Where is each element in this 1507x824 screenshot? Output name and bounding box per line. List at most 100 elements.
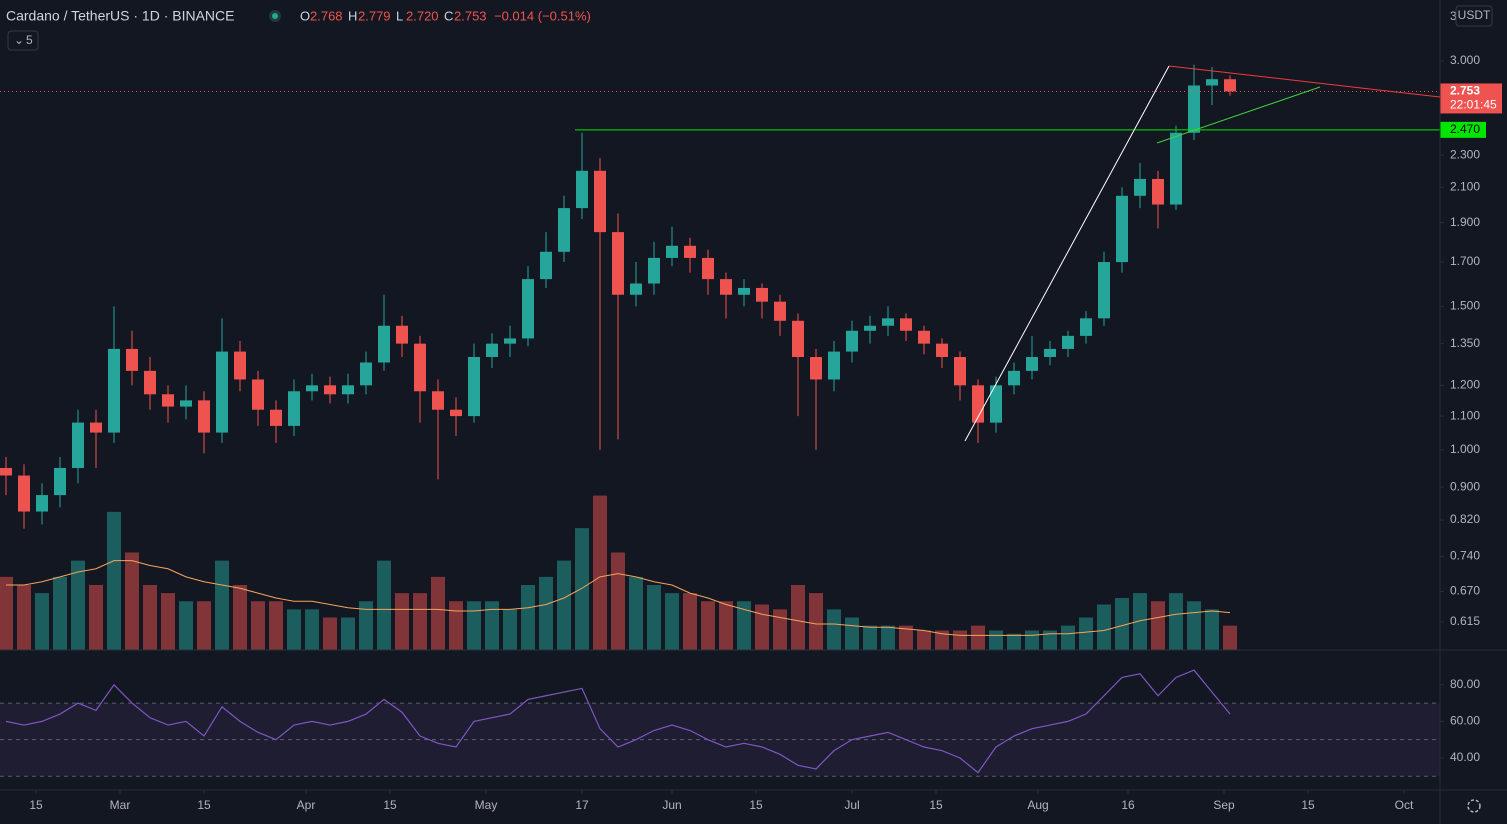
ohlc-label: O <box>300 8 310 23</box>
candle-body <box>540 251 552 280</box>
y-tick-label: 1.900 <box>1450 215 1480 229</box>
x-tick-label: May <box>475 798 498 812</box>
candle-body <box>54 467 66 496</box>
candle-body <box>684 245 696 258</box>
candle-body <box>954 356 966 386</box>
candle-body <box>1188 85 1200 133</box>
candle-body <box>18 475 30 512</box>
volume-bar <box>881 625 895 650</box>
candle-body <box>360 362 372 386</box>
volume-bar <box>161 593 175 650</box>
volume-bar <box>1079 617 1093 650</box>
ohlc-value: 2.768 <box>310 8 343 23</box>
volume-bar <box>809 593 823 650</box>
candle-body <box>288 391 300 426</box>
candle-body <box>522 279 534 339</box>
price-badge <box>1440 83 1502 114</box>
volume-bar <box>575 528 589 650</box>
volume-bar <box>1223 625 1237 650</box>
candle-body <box>90 422 102 433</box>
rsi-tick-label: 40.00 <box>1450 750 1480 764</box>
volume-bar <box>629 576 643 650</box>
y-tick-label: 2.300 <box>1450 147 1480 161</box>
volume-bar <box>791 585 805 650</box>
volume-bar <box>125 552 139 650</box>
volume-bar <box>863 625 877 650</box>
candle-body <box>756 287 768 302</box>
candle-body <box>792 320 804 357</box>
y-tick-label: 2.100 <box>1450 179 1480 193</box>
volume-bar <box>1061 625 1075 650</box>
x-tick-label: 15 <box>29 798 43 812</box>
ohlc-value: 2.720 <box>406 8 439 23</box>
currency-button[interactable] <box>1455 5 1493 27</box>
volume-bar <box>935 630 949 650</box>
x-tick-label: Mar <box>110 798 131 812</box>
candle-body <box>1008 370 1020 386</box>
volume-bar <box>719 601 733 650</box>
settings-icon[interactable] <box>1467 799 1481 813</box>
y-tick-label: 1.500 <box>1450 299 1480 313</box>
volume-bar <box>377 560 391 650</box>
volume-bar <box>989 630 1003 650</box>
ohlc-label: H <box>348 8 357 23</box>
volume-bar <box>539 576 553 650</box>
volume-bar <box>449 601 463 650</box>
candle-body <box>234 351 246 380</box>
candle-body <box>468 356 480 417</box>
y-tick-label: 1.700 <box>1450 254 1480 268</box>
volume-bar <box>35 593 49 650</box>
candle-body <box>1098 262 1110 319</box>
volume-bar <box>1187 601 1201 650</box>
volume-bar <box>953 630 967 650</box>
volume-bar <box>1133 593 1147 650</box>
trend-line <box>964 65 1170 442</box>
y-tick-label: 3.000 <box>1450 53 1480 67</box>
volume-bar <box>593 495 607 650</box>
x-tick-label: Apr <box>297 798 316 812</box>
volume-bar <box>197 601 211 650</box>
ohlc-label: L <box>396 8 403 23</box>
y-tick-label: 1.100 <box>1450 408 1480 422</box>
candle-body <box>702 257 714 280</box>
volume-bar <box>17 585 31 650</box>
level-badge <box>1440 121 1486 138</box>
status-dot <box>272 13 278 19</box>
x-tick-label: 15 <box>1301 798 1315 812</box>
volume-bar <box>755 604 769 650</box>
volume-bar <box>53 576 67 650</box>
ohlc-label: C <box>444 8 453 23</box>
x-tick-label: 15 <box>749 798 763 812</box>
candle-body <box>396 325 408 344</box>
x-tick-label: Sep <box>1213 798 1235 812</box>
candle-body <box>810 356 822 380</box>
candle-body <box>648 257 660 284</box>
indicator-toggle[interactable] <box>7 30 39 51</box>
candle-body <box>882 318 894 326</box>
candle-body <box>180 400 192 407</box>
candle-body <box>126 348 138 371</box>
volume-bar <box>503 609 517 650</box>
candle-body <box>1152 178 1164 205</box>
candle-body <box>828 351 840 380</box>
candle-body <box>1044 348 1056 357</box>
candle-body <box>306 385 318 392</box>
volume-bar <box>1151 601 1165 650</box>
candle-body <box>612 232 624 295</box>
candle-body <box>432 391 444 410</box>
x-tick-label: 15 <box>383 798 397 812</box>
candle-body <box>990 385 1002 423</box>
chevron: ⌄ <box>14 33 24 47</box>
candle-body <box>486 343 498 357</box>
candle-body <box>270 409 282 426</box>
candle-body <box>576 170 588 209</box>
candle-body <box>1116 195 1128 263</box>
volume-bar <box>89 585 103 650</box>
candle-body <box>900 318 912 331</box>
volume-bar <box>431 576 445 650</box>
candle-body <box>1134 178 1146 196</box>
volume-bar <box>107 511 121 650</box>
x-tick-label: Jun <box>662 798 681 812</box>
trend-line <box>1168 65 1441 98</box>
volume-bar <box>683 593 697 650</box>
